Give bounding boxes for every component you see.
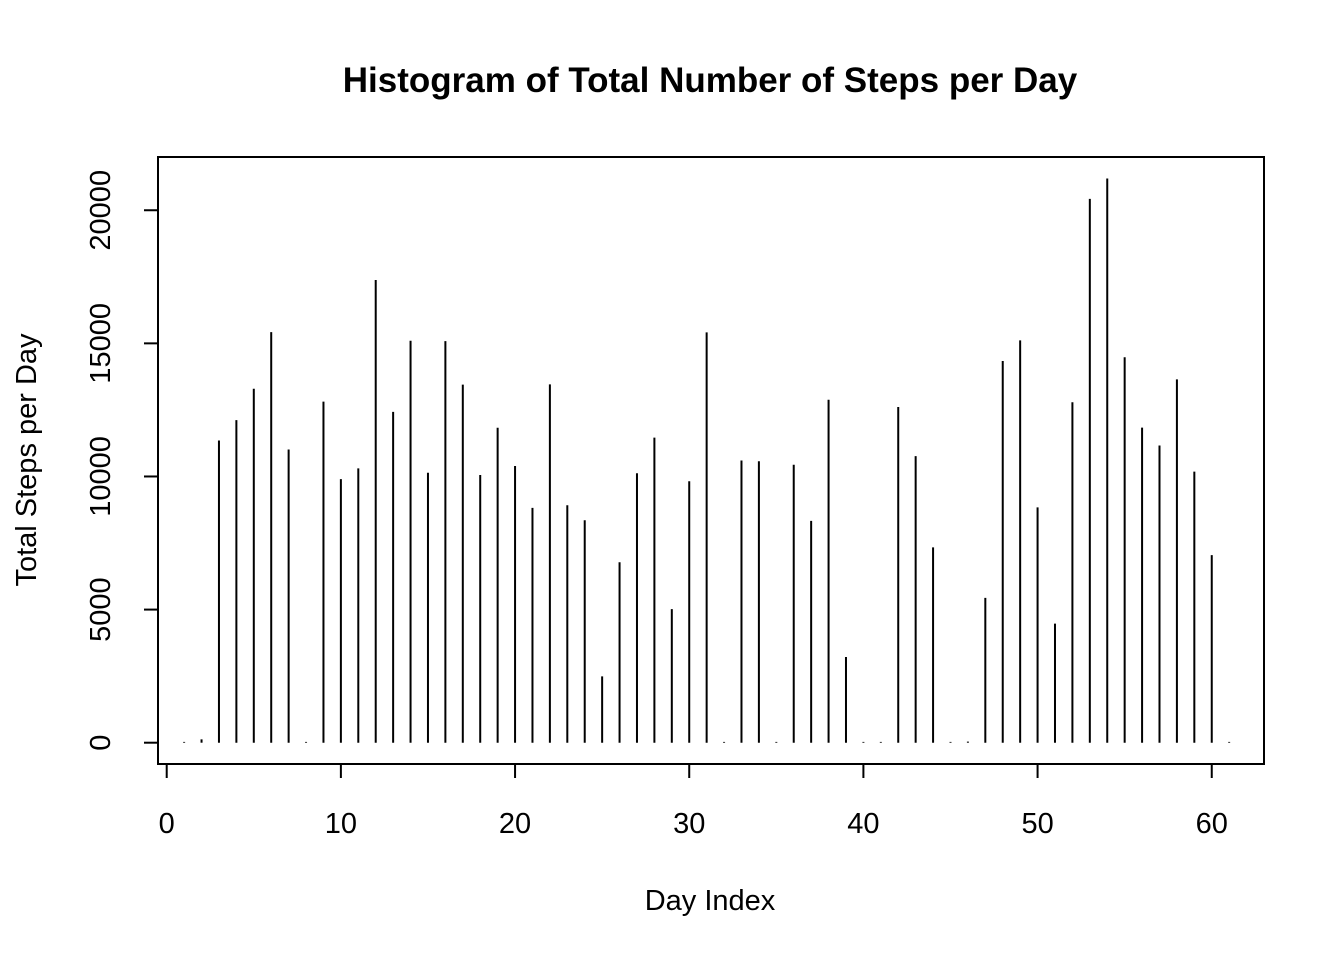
x-tick-label-50: 50	[1021, 808, 1053, 840]
y-axis: 0 5000 10000 15000 20000	[85, 170, 159, 751]
x-tick-label-0: 0	[159, 808, 175, 840]
chart-title: Histogram of Total Number of Steps per D…	[343, 61, 1078, 100]
y-axis-label: Total Steps per Day	[11, 333, 43, 587]
x-tick-label-10: 10	[325, 808, 357, 840]
bars-group	[183, 178, 1231, 743]
y-tick-label-15000: 15000	[85, 303, 117, 384]
y-tick-label-5000: 5000	[85, 577, 117, 642]
y-tick-label-20000: 20000	[85, 170, 117, 251]
y-tick-label-10000: 10000	[85, 436, 117, 517]
x-tick-label-20: 20	[499, 808, 531, 840]
x-tick-label-30: 30	[673, 808, 705, 840]
x-axis: 0 10 20 30 40 50 60	[159, 763, 1228, 840]
y-tick-label-0: 0	[85, 735, 117, 751]
x-axis-label: Day Index	[645, 885, 776, 917]
x-tick-label-60: 60	[1196, 808, 1228, 840]
x-tick-label-40: 40	[847, 808, 879, 840]
